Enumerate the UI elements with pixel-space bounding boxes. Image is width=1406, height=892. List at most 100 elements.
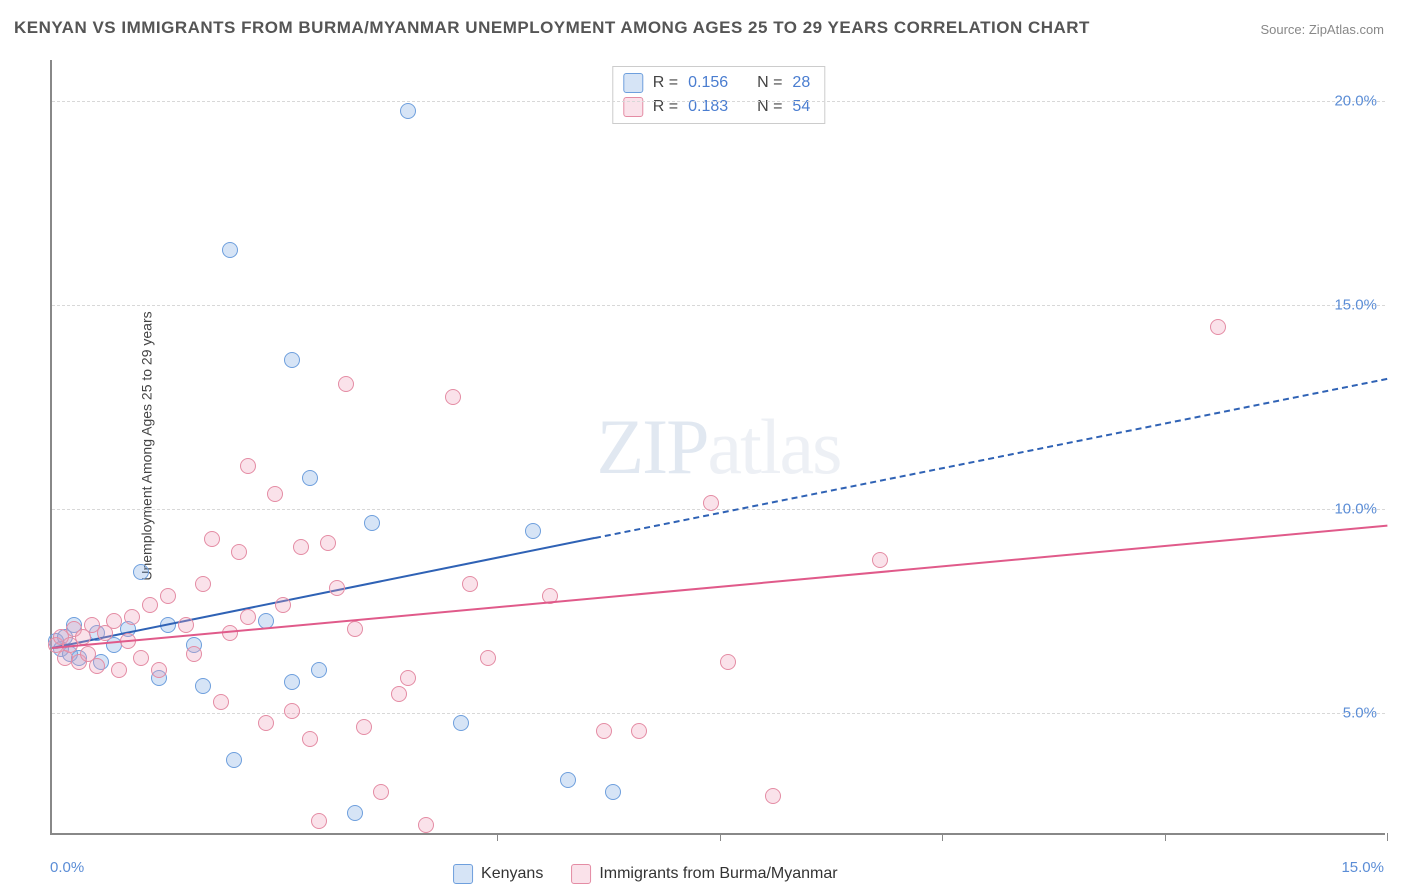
data-point (765, 788, 781, 804)
n-label: N = (757, 95, 782, 119)
data-point (111, 662, 127, 678)
data-point (204, 531, 220, 547)
legend-label-burma: Immigrants from Burma/Myanmar (599, 865, 837, 883)
data-point (596, 723, 612, 739)
data-point (133, 650, 149, 666)
trend-line (52, 537, 595, 649)
watermark: ZIPatlas (597, 402, 841, 492)
data-point (160, 588, 176, 604)
gridline (52, 509, 1385, 510)
watermark-bold: ZIP (597, 403, 708, 490)
data-point (186, 646, 202, 662)
gridline (52, 713, 1385, 714)
x-tick (942, 833, 943, 841)
r-value-burma: 0.183 (688, 95, 728, 119)
data-point (391, 686, 407, 702)
data-point (302, 470, 318, 486)
data-point (142, 597, 158, 613)
data-point (178, 617, 194, 633)
data-point (240, 458, 256, 474)
stats-legend: R = 0.156 N = 28 R = 0.183 N = 54 (612, 66, 825, 124)
data-point (89, 658, 105, 674)
data-point (275, 597, 291, 613)
n-label: N = (757, 71, 782, 95)
legend-swatch-kenyans (453, 864, 473, 884)
data-point (226, 752, 242, 768)
chart-title: KENYAN VS IMMIGRANTS FROM BURMA/MYANMAR … (14, 18, 1090, 38)
plot-area: ZIPatlas R = 0.156 N = 28 R = 0.183 N = … (50, 60, 1385, 835)
data-point (1210, 319, 1226, 335)
data-point (329, 580, 345, 596)
data-point (560, 772, 576, 788)
stats-row-kenyans: R = 0.156 N = 28 (623, 71, 810, 95)
x-tick (720, 833, 721, 841)
data-point (356, 719, 372, 735)
data-point (231, 544, 247, 560)
data-point (400, 670, 416, 686)
x-tick (1165, 833, 1166, 841)
legend-swatch-burma (571, 864, 591, 884)
n-value-kenyans: 28 (792, 71, 810, 95)
data-point (338, 376, 354, 392)
legend-label-kenyans: Kenyans (481, 865, 543, 883)
data-point (418, 817, 434, 833)
data-point (106, 613, 122, 629)
trend-line (52, 525, 1387, 649)
data-point (364, 515, 380, 531)
data-point (311, 813, 327, 829)
data-point (258, 715, 274, 731)
gridline (52, 305, 1385, 306)
data-point (631, 723, 647, 739)
r-value-kenyans: 0.156 (688, 71, 728, 95)
data-point (293, 539, 309, 555)
data-point (240, 609, 256, 625)
legend-item-kenyans: Kenyans (453, 864, 543, 884)
r-label: R = (653, 95, 678, 119)
series-legend: Kenyans Immigrants from Burma/Myanmar (453, 864, 838, 884)
data-point (213, 694, 229, 710)
data-point (373, 784, 389, 800)
data-point (320, 535, 336, 551)
x-tick-label-min: 0.0% (50, 859, 84, 876)
data-point (284, 703, 300, 719)
x-tick (497, 833, 498, 841)
data-point (195, 678, 211, 694)
trend-line (595, 378, 1387, 539)
x-tick-label-max: 15.0% (1341, 859, 1384, 876)
data-point (453, 715, 469, 731)
data-point (347, 805, 363, 821)
y-tick-label: 15.0% (1334, 296, 1377, 313)
x-tick (1387, 833, 1388, 841)
data-point (480, 650, 496, 666)
source-label: Source: ZipAtlas.com (1260, 22, 1384, 37)
gridline (52, 101, 1385, 102)
data-point (462, 576, 478, 592)
swatch-kenyans (623, 73, 643, 93)
data-point (222, 242, 238, 258)
data-point (124, 609, 140, 625)
data-point (872, 552, 888, 568)
data-point (195, 576, 211, 592)
data-point (302, 731, 318, 747)
data-point (525, 523, 541, 539)
data-point (284, 674, 300, 690)
data-point (703, 495, 719, 511)
data-point (720, 654, 736, 670)
data-point (605, 784, 621, 800)
data-point (284, 352, 300, 368)
r-label: R = (653, 71, 678, 95)
y-tick-label: 5.0% (1343, 704, 1377, 721)
data-point (400, 103, 416, 119)
watermark-thin: atlas (708, 403, 841, 490)
data-point (133, 564, 149, 580)
data-point (267, 486, 283, 502)
y-tick-label: 10.0% (1334, 500, 1377, 517)
data-point (445, 389, 461, 405)
data-point (347, 621, 363, 637)
stats-row-burma: R = 0.183 N = 54 (623, 95, 810, 119)
data-point (151, 662, 167, 678)
data-point (311, 662, 327, 678)
n-value-burma: 54 (792, 95, 810, 119)
legend-item-burma: Immigrants from Burma/Myanmar (571, 864, 837, 884)
y-tick-label: 20.0% (1334, 92, 1377, 109)
